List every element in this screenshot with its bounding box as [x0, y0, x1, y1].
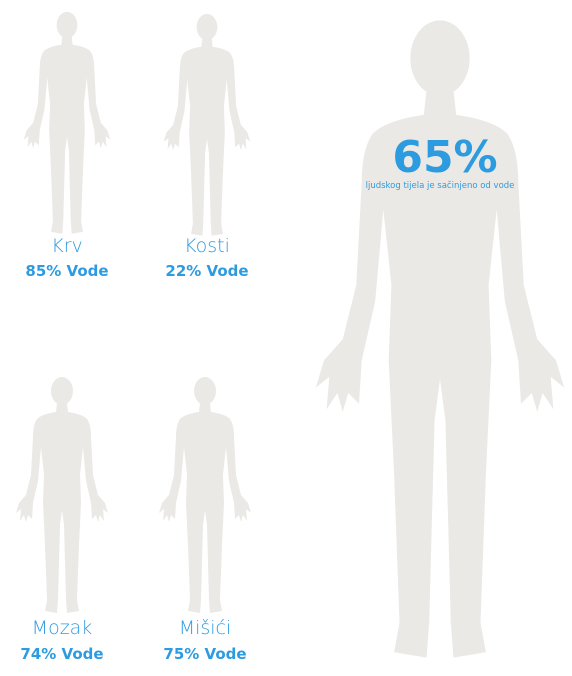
caption: ljudskog tijela je sačinjeno od vode	[365, 180, 515, 192]
main-label: 65%	[392, 132, 497, 183]
silhouette	[159, 377, 251, 613]
figure-name: Kosti	[184, 235, 230, 257]
body-figure	[160, 14, 254, 238]
figure-name: Mišići	[179, 617, 232, 639]
infographic: Krv 85% Vode Kosti 22% Vode Mozak 74% Vode Miš…	[0, 0, 572, 676]
silhouette	[316, 20, 564, 657]
body-figure	[20, 12, 114, 236]
silhouette	[16, 377, 108, 613]
silhouette	[164, 14, 250, 236]
figure-canvas: Krv 85% Vode Kosti 22% Vode Mozak 74% Vode Miš…	[0, 0, 572, 676]
body-figure	[305, 20, 572, 663]
figure-label: 22% Vode	[165, 262, 248, 280]
body-figure	[12, 377, 112, 615]
silhouette	[24, 12, 110, 234]
figure-name: Mozak	[32, 617, 93, 639]
figure-label: 75% Vode	[163, 645, 246, 663]
figure-label: 85% Vode	[25, 262, 108, 280]
water-fill	[160, 188, 254, 238]
figure-label: 74% Vode	[20, 645, 103, 663]
body-figure	[155, 377, 255, 615]
figure-name: Krv	[51, 235, 83, 257]
